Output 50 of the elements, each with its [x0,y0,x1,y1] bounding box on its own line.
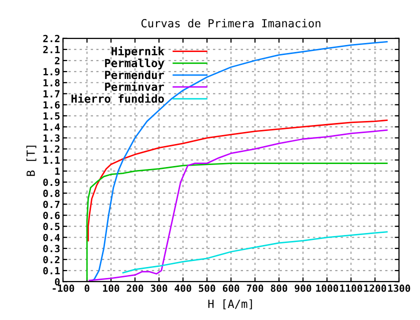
x-tick-label: 700 [246,284,264,292]
y-tick-label: 1.3 [44,134,60,142]
y-tick-label: 0.8 [43,190,60,197]
x-tick-label: 200 [126,284,144,292]
x-tick-label: 800 [270,284,288,292]
y-tick-label: 2.2 [43,34,60,42]
y-tick-label: 1.2 [44,145,60,153]
x-tick-label: 1300 [388,284,410,292]
chart-title: Curvas de Primera Imanacion [141,18,320,28]
y-axis-title: B [T] [26,146,36,176]
y-tick-label: 1.8 [44,79,60,86]
line-series [122,231,388,274]
x-tick-label: 0 [84,284,90,292]
y-tick-label: 2 [54,56,60,64]
x-tick-label: 400 [174,284,192,292]
y-tick-label: 1.5 [44,112,60,120]
legend-label: Permendur [105,70,164,80]
y-tick-label: 0.1 [43,267,60,274]
y-tick-label: 0.7 [43,200,60,208]
line-series [86,162,388,280]
x-tick-label: 100 [103,284,120,292]
x-tick-label: 1000 [316,284,338,292]
y-tick-label: 0.2 [43,256,60,264]
x-tick-label: 1100 [340,284,362,292]
x-tick-label: 1200 [364,284,386,292]
y-tick-label: 1.1 [44,156,60,164]
x-tick-label: 900 [294,284,312,292]
y-tick-label: 1.4 [44,123,60,131]
line-series [88,129,388,282]
y-tick-label: 0 [54,278,60,286]
y-tick-label: 1.7 [44,90,60,98]
x-tick-label: -100 [52,284,74,292]
y-tick-label: 0.9 [43,178,60,186]
x-tick-label: 500 [198,284,216,292]
legend-label: Hierro fundido [72,94,164,103]
x-tick-label: 600 [222,284,240,292]
y-tick-label: 0.6 [43,212,60,220]
legend-label: Permalloy [105,58,164,70]
y-tick-label: 1 [55,168,60,175]
legend-label: Perminvar [105,82,164,91]
y-tick-label: 2.1 [43,46,60,54]
y-tick-label: 1.6 [44,101,60,109]
line-series [88,120,388,242]
y-tick-label: 0.5 [43,222,60,230]
y-tick-label: 0.4 [43,234,60,242]
y-tick-label: 0.3 [43,244,60,252]
legend-label: Hipernik [112,46,164,58]
x-tick-label: 300 [150,284,168,292]
y-tick-label: 1.9 [44,68,60,76]
x-axis-title: H [A/m] [208,299,252,310]
